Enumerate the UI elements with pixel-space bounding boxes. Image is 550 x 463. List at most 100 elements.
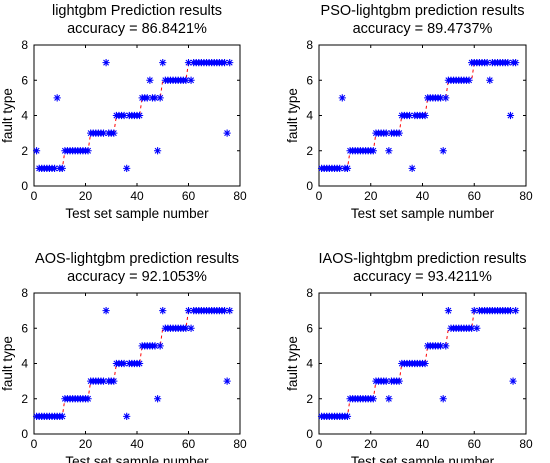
y-tick-label: 2 <box>21 144 28 158</box>
prediction-point <box>120 359 128 368</box>
prediction-point <box>84 395 92 403</box>
prediction-point <box>223 129 231 137</box>
prediction-point <box>470 307 478 315</box>
y-tick-label: 2 <box>21 392 28 406</box>
prediction-point <box>159 307 167 315</box>
y-tick-label: 8 <box>306 38 313 52</box>
x-tick-label: 40 <box>130 437 144 451</box>
prediction-point <box>512 59 520 67</box>
prediction-point <box>437 342 445 350</box>
y-tick-label: 6 <box>306 73 313 87</box>
y-tick-label: 0 <box>306 427 313 441</box>
y-tick-label: 8 <box>306 286 313 300</box>
x-tick-label: 0 <box>31 437 38 451</box>
prediction-point <box>102 59 110 67</box>
y-tick-label: 6 <box>21 73 28 87</box>
prediction-point <box>408 164 416 172</box>
y-tick-label: 0 <box>21 427 28 441</box>
chart-panel-2: PSO-lightgbm prediction results accuracy … <box>285 3 533 221</box>
prediction-point <box>84 147 92 155</box>
y-tick-label: 6 <box>21 321 28 335</box>
x-tick-label: 40 <box>416 437 430 451</box>
y-axis-label: fault type <box>285 336 300 391</box>
prediction-point <box>123 412 131 420</box>
y-tick-label: 4 <box>306 357 313 371</box>
prediction-point <box>220 307 229 315</box>
prediction-point <box>187 76 195 84</box>
x-tick-label: 20 <box>79 437 93 451</box>
prediction-point <box>154 147 162 155</box>
y-tick-label: 4 <box>306 109 313 123</box>
prediction-point <box>506 111 515 120</box>
chart-subtitle: accuracy = 93.4211% <box>353 269 492 285</box>
y-axis-label: fault type <box>0 336 15 391</box>
prediction-point <box>120 111 128 120</box>
x-tick-label: 40 <box>416 189 430 203</box>
y-tick-label: 4 <box>21 109 28 123</box>
prediction-point <box>32 147 41 155</box>
prediction-point <box>504 59 512 67</box>
x-tick-label: 80 <box>519 189 533 203</box>
prediction-point <box>58 164 66 172</box>
prediction-point <box>369 147 377 155</box>
chart-panel-4: IAOS-lightgbm prediction results accuracy… <box>285 251 533 463</box>
prediction-point <box>338 94 346 102</box>
x-axis-label: Test set sample number <box>65 454 209 463</box>
prediction-point <box>223 377 231 385</box>
x-tick-label: 60 <box>182 189 196 203</box>
x-tick-label: 20 <box>364 437 378 451</box>
prediction-point <box>99 377 108 385</box>
prediction-point <box>343 164 352 172</box>
x-tick-label: 40 <box>130 189 144 203</box>
prediction-point <box>395 129 403 137</box>
y-tick-label: 0 <box>21 179 28 193</box>
x-axis-label: Test set sample number <box>351 206 495 221</box>
prediction-point <box>473 324 481 332</box>
prediction-point <box>343 412 352 420</box>
chart-title: IAOS-lightgbm prediction results <box>319 251 527 267</box>
prediction-point <box>421 359 429 368</box>
y-axis-label: fault type <box>285 88 300 143</box>
prediction-point <box>506 307 515 315</box>
x-tick-label: 80 <box>519 437 533 451</box>
prediction-point <box>135 111 144 120</box>
prediction-point <box>439 395 447 403</box>
prediction-point <box>143 94 151 102</box>
prediction-point <box>156 94 164 102</box>
x-tick-label: 0 <box>316 189 323 203</box>
prediction-point <box>99 129 108 137</box>
y-tick-label: 6 <box>306 321 313 335</box>
prediction-point <box>483 59 491 67</box>
y-tick-label: 4 <box>21 357 28 371</box>
prediction-point <box>53 94 61 102</box>
x-tick-label: 0 <box>31 189 38 203</box>
prediction-point <box>102 307 110 315</box>
prediction-point <box>151 94 159 102</box>
chart-title: PSO-lightgbm prediction results <box>321 3 525 19</box>
y-axis-label: fault type <box>0 88 15 143</box>
prediction-point <box>465 76 473 84</box>
chart-subtitle: accuracy = 86.8421% <box>67 21 207 37</box>
prediction-point <box>182 76 190 84</box>
x-tick-label: 20 <box>364 189 378 203</box>
prediction-point <box>151 342 159 350</box>
prediction-point <box>123 164 131 172</box>
prediction-point <box>110 377 118 385</box>
prediction-point <box>369 395 377 403</box>
prediction-point <box>154 395 162 403</box>
prediction-point <box>444 307 452 315</box>
prediction-point <box>156 342 164 350</box>
x-axis-label: Test set sample number <box>351 454 495 463</box>
x-tick-label: 60 <box>182 437 196 451</box>
prediction-point <box>58 412 66 420</box>
y-tick-label: 8 <box>21 38 28 52</box>
y-tick-label: 8 <box>21 286 28 300</box>
prediction-point <box>439 147 447 155</box>
x-tick-label: 60 <box>468 189 482 203</box>
x-axis-label: Test set sample number <box>65 206 209 221</box>
prediction-point <box>110 129 118 137</box>
chart-subtitle: accuracy = 92.1053% <box>67 269 207 285</box>
x-tick-label: 0 <box>316 437 323 451</box>
